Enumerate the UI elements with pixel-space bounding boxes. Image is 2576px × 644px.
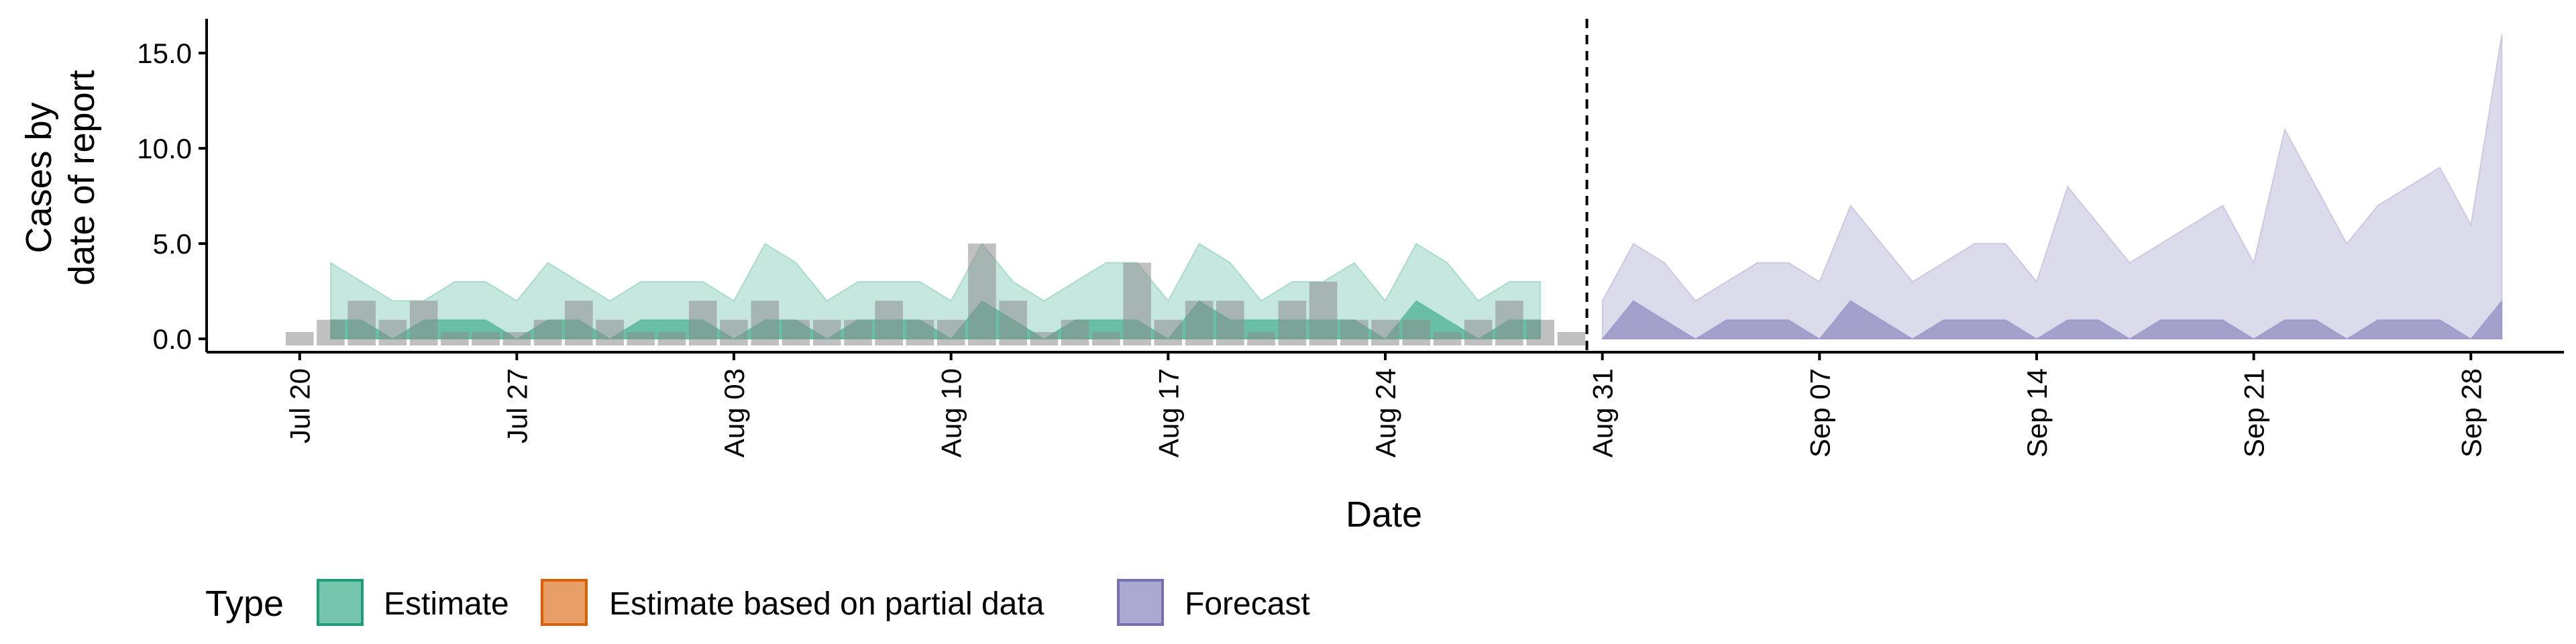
legend-key-estimate-partial bbox=[541, 579, 588, 626]
legend-key-forecast bbox=[1117, 579, 1164, 626]
reported-cases-bar bbox=[1216, 301, 1244, 345]
legend-label-forecast: Forecast bbox=[1185, 586, 1310, 622]
legend-title: Type bbox=[205, 584, 284, 624]
x-axis-title: Date bbox=[1346, 494, 1422, 535]
x-tick-label: Aug 17 bbox=[1152, 368, 1184, 458]
reported-cases-bar bbox=[1402, 319, 1430, 345]
legend-label-estimate-partial: Estimate based on partial data bbox=[609, 586, 1044, 622]
reported-cases-bar bbox=[409, 301, 438, 345]
x-tick-label: Jul 20 bbox=[284, 368, 316, 443]
reported-cases-bar bbox=[1123, 262, 1151, 345]
reported-cases-bars bbox=[285, 244, 1586, 345]
reported-cases-bar bbox=[875, 301, 903, 345]
x-tick-label: Aug 24 bbox=[1370, 368, 1401, 458]
x-axis: Jul 20 Jul 27 Aug 03 Aug 10 Aug 17 Aug 24 Aug … bbox=[207, 351, 2564, 458]
reported-cases-bar bbox=[812, 319, 841, 345]
reported-cases-bar bbox=[317, 319, 345, 345]
reported-cases-bar bbox=[285, 332, 314, 345]
reported-cases-bar bbox=[533, 319, 562, 345]
forecast-outer-band bbox=[1601, 34, 2503, 340]
reported-cases-bar bbox=[1557, 332, 1586, 345]
reported-cases-bar bbox=[936, 319, 965, 345]
x-tick-label: Aug 03 bbox=[718, 368, 750, 458]
legend-key-estimate bbox=[317, 579, 364, 626]
reported-cases-bar bbox=[1464, 319, 1493, 345]
y-tick-label: 5.0 bbox=[153, 228, 192, 260]
x-tick-label: Sep 07 bbox=[1804, 368, 1835, 458]
reported-cases-bar bbox=[378, 319, 407, 345]
reported-cases-bar bbox=[751, 301, 780, 345]
x-tick-label: Jul 27 bbox=[501, 368, 533, 443]
reported-cases-bar bbox=[968, 244, 996, 345]
reported-cases-bar bbox=[1526, 319, 1554, 345]
x-tick-label: Aug 31 bbox=[1587, 368, 1619, 458]
reported-cases-bar bbox=[1309, 281, 1338, 345]
reported-cases-bar bbox=[502, 332, 531, 345]
reported-cases-bar bbox=[906, 319, 934, 345]
forecast-inner-band bbox=[1601, 299, 2503, 340]
y-tick-label: 0.0 bbox=[153, 323, 192, 355]
reported-cases-bar bbox=[1278, 301, 1307, 345]
y-tick-label: 15.0 bbox=[137, 38, 192, 69]
reported-cases-bar bbox=[472, 332, 500, 345]
reported-cases-bar bbox=[999, 301, 1027, 345]
y-axis-title-line-1: Cases by bbox=[19, 102, 59, 253]
forecast-band-layer bbox=[1601, 34, 2503, 340]
x-tick-label: Sep 28 bbox=[2455, 368, 2487, 458]
x-tick-label: Sep 21 bbox=[2239, 368, 2270, 458]
reported-cases-bar bbox=[689, 301, 717, 345]
reported-cases-bar bbox=[844, 319, 872, 345]
reported-cases-bar bbox=[1371, 319, 1399, 345]
reported-cases-bar bbox=[1154, 319, 1183, 345]
y-tick-label: 10.0 bbox=[137, 133, 192, 164]
x-tick-label: Aug 10 bbox=[936, 368, 967, 458]
reported-cases-bar bbox=[1030, 332, 1059, 345]
legend: Type Estimate Estimate based on partial … bbox=[205, 579, 1310, 626]
reported-cases-bar bbox=[1495, 301, 1523, 345]
reported-cases-bar bbox=[1247, 332, 1275, 345]
forecast-inner-layer bbox=[1601, 299, 2503, 340]
reported-cases-bar bbox=[1061, 319, 1089, 345]
reported-cases-bar bbox=[720, 319, 748, 345]
reported-cases-bar bbox=[1340, 319, 1368, 345]
x-tick-label: Sep 14 bbox=[2021, 368, 2053, 458]
reported-cases-bar bbox=[1185, 301, 1214, 345]
plot-area bbox=[285, 19, 2503, 352]
reported-cases-bar bbox=[657, 332, 686, 345]
reported-cases-bar bbox=[596, 319, 624, 345]
reported-cases-bar bbox=[565, 301, 593, 345]
reported-cases-bar bbox=[441, 332, 469, 345]
y-axis: 0.0 5.0 10.0 15.0 bbox=[137, 19, 208, 355]
y-axis-title-line-2: date of report bbox=[62, 70, 102, 285]
legend-label-estimate: Estimate bbox=[384, 586, 509, 622]
reported-cases-bar bbox=[1433, 332, 1462, 345]
reported-cases-bar bbox=[1092, 332, 1120, 345]
reported-cases-bar bbox=[782, 319, 810, 345]
reported-cases-bar bbox=[627, 332, 655, 345]
reported-cases-bar bbox=[347, 301, 376, 345]
